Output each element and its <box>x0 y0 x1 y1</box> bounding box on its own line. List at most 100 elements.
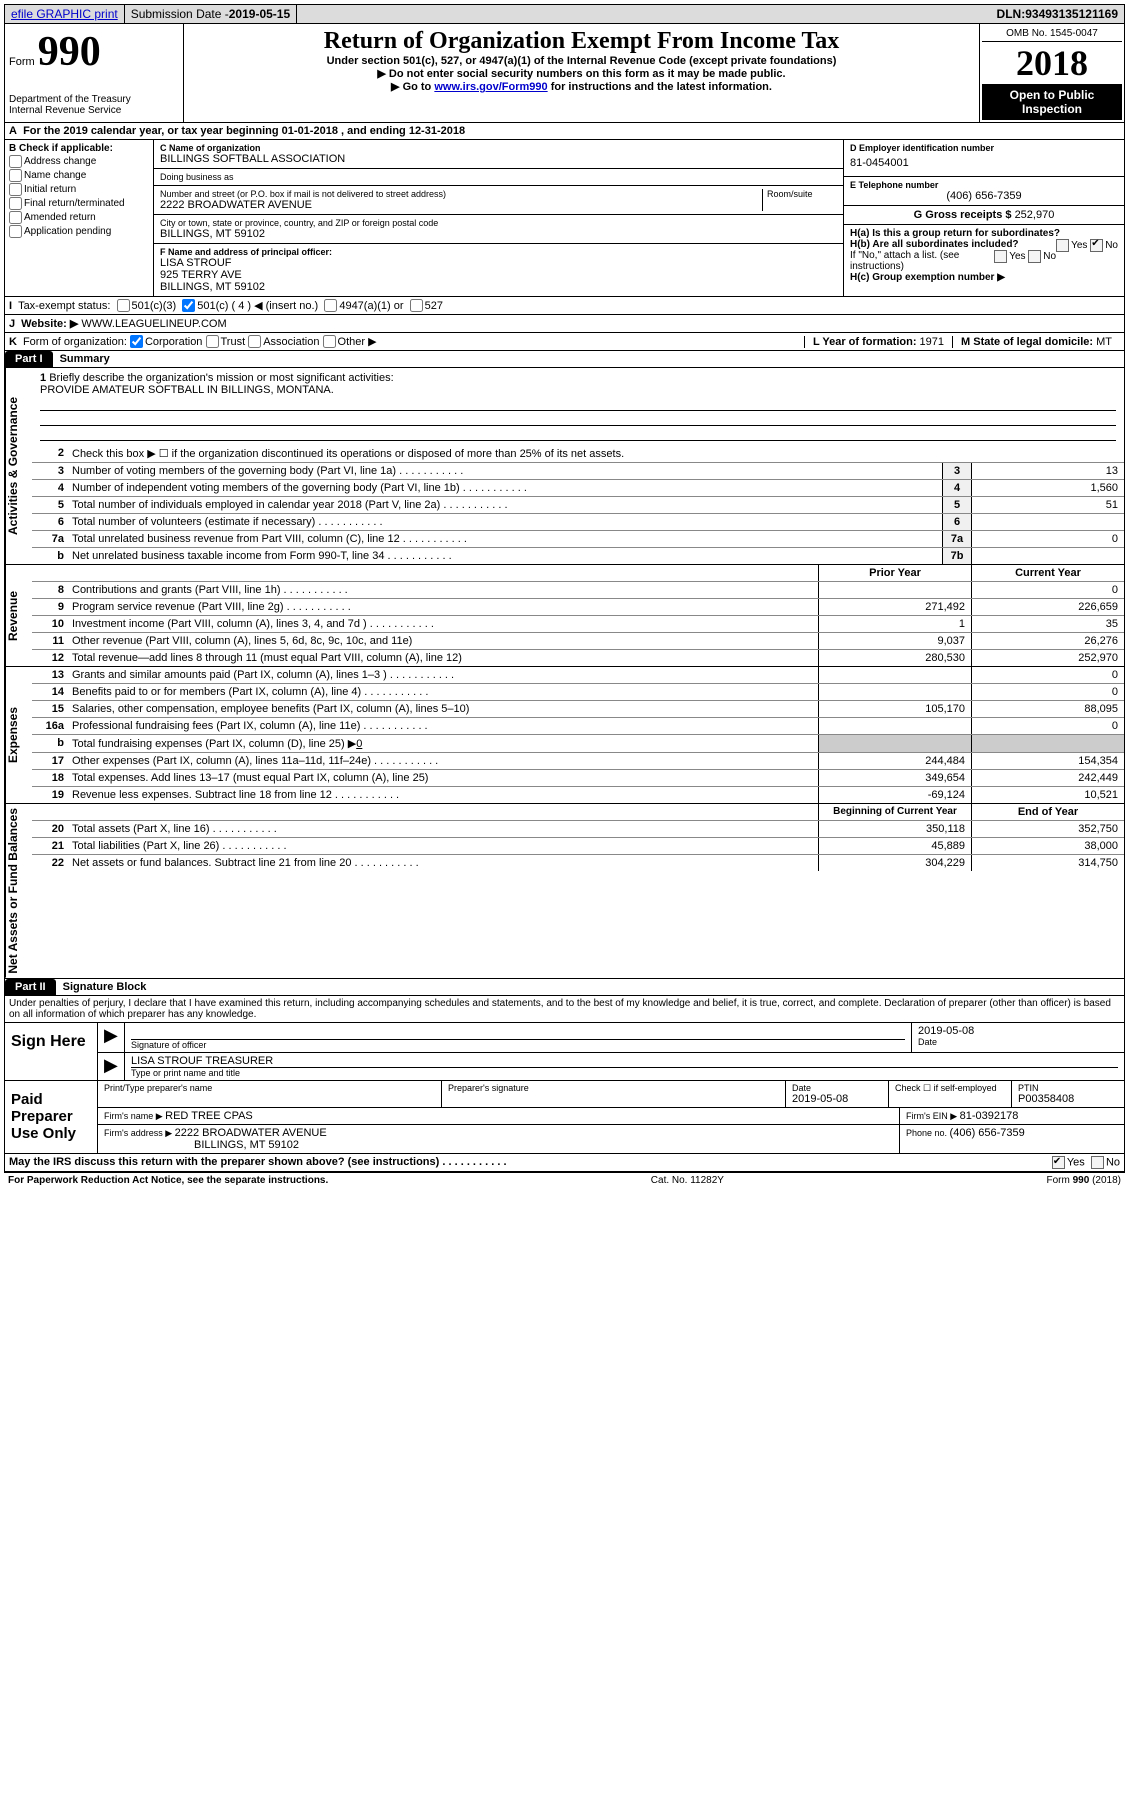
sig-date: 2019-05-08 <box>918 1025 1118 1037</box>
discuss-text: May the IRS discuss this return with the… <box>9 1156 507 1168</box>
footer-mid: Cat. No. 11282Y <box>651 1175 724 1186</box>
c22: 314,750 <box>971 855 1124 871</box>
efile-link[interactable]: efile GRAPHIC print <box>11 7 118 21</box>
hdr-prior: Prior Year <box>818 565 971 581</box>
sidebar-revenue: Revenue <box>5 565 32 666</box>
row-a: A For the 2019 calendar year, or tax yea… <box>4 123 1125 140</box>
title-cell: Return of Organization Exempt From Incom… <box>184 24 980 122</box>
p19: -69,124 <box>818 787 971 803</box>
l8-text: Contributions and grants (Part VIII, lin… <box>68 582 818 598</box>
c21: 38,000 <box>971 838 1124 854</box>
hb-note: If "No," attach a list. (see instruction… <box>850 250 1118 272</box>
discuss-no[interactable] <box>1091 1156 1104 1169</box>
prep-sig-label: Preparer's signature <box>448 1083 779 1093</box>
cb-501c3[interactable] <box>117 299 130 312</box>
cb-assoc[interactable] <box>248 335 261 348</box>
firm-name: RED TREE CPAS <box>165 1110 253 1122</box>
page-title: Return of Organization Exempt From Incom… <box>192 28 971 55</box>
p15: 105,170 <box>818 701 971 717</box>
l18-text: Total expenses. Add lines 13–17 (must eq… <box>68 770 818 786</box>
l9-text: Program service revenue (Part VIII, line… <box>68 599 818 615</box>
opt-501c3: 501(c)(3) <box>132 300 177 312</box>
c15: 88,095 <box>971 701 1124 717</box>
cb-other[interactable] <box>323 335 336 348</box>
dba-label: Doing business as <box>160 172 837 182</box>
dba-block: Doing business as <box>154 169 843 186</box>
l14-text: Benefits paid to or for members (Part IX… <box>68 684 818 700</box>
type-label: Type or print name and title <box>131 1068 1118 1078</box>
part-i-bar: Part I Summary <box>4 351 1125 368</box>
box-b-title: B Check if applicable: <box>9 143 149 154</box>
row-j-label: Website: ▶ <box>21 317 78 330</box>
officer-block: F Name and address of principal officer:… <box>154 244 843 296</box>
line-1: 1 Briefly describe the organization's mi… <box>32 368 1124 445</box>
submission-date: 2019-05-15 <box>229 7 290 21</box>
cb-initial-return[interactable]: Initial return <box>9 183 149 196</box>
date-label: Date <box>918 1037 1118 1047</box>
cb-corp[interactable] <box>130 335 143 348</box>
cb-amended-return[interactable]: Amended return <box>9 211 149 224</box>
cb-name-change[interactable]: Name change <box>9 169 149 182</box>
c18: 242,449 <box>971 770 1124 786</box>
gross-block: G Gross receipts $ 252,970 <box>844 206 1124 225</box>
p10: 1 <box>818 616 971 632</box>
p22: 304,229 <box>818 855 971 871</box>
ptin-label: PTIN <box>1018 1083 1118 1093</box>
expenses-block: Expenses 13Grants and similar amounts pa… <box>4 667 1125 804</box>
netassets-block: Net Assets or Fund Balances Beginning of… <box>4 804 1125 979</box>
firm-ein: 81-0392178 <box>960 1110 1019 1122</box>
discuss-row: May the IRS discuss this return with the… <box>4 1154 1125 1172</box>
phone-value: (406) 656-7359 <box>850 190 1118 202</box>
officer-addr1: 925 TERRY AVE <box>160 269 837 281</box>
cb-501c[interactable] <box>182 299 195 312</box>
l4-text: Number of independent voting members of … <box>68 480 942 496</box>
row-k: KForm of organization: Corporation Trust… <box>4 333 1125 351</box>
cb-application-pending[interactable]: Application pending <box>9 225 149 238</box>
c13: 0 <box>971 667 1124 683</box>
cb-trust[interactable] <box>206 335 219 348</box>
v5: 51 <box>971 497 1124 513</box>
opt-trust: Trust <box>221 336 246 348</box>
dln-label: DLN: <box>997 7 1026 21</box>
omb-label: OMB No. 1545-0047 <box>982 26 1122 42</box>
part-ii-bar: Part II Signature Block <box>4 979 1125 996</box>
part-ii-badge: Part II <box>5 979 56 995</box>
open-public-badge: Open to Public Inspection <box>982 84 1122 120</box>
l21-text: Total liabilities (Part X, line 26) <box>68 838 818 854</box>
cb-final-return[interactable]: Final return/terminated <box>9 197 149 210</box>
domicile-state: MT <box>1096 336 1112 348</box>
l6-text: Total number of volunteers (estimate if … <box>68 514 942 530</box>
sidebar-expenses: Expenses <box>5 667 32 803</box>
discuss-yes[interactable] <box>1052 1156 1065 1169</box>
p11: 9,037 <box>818 633 971 649</box>
cb-527[interactable] <box>410 299 423 312</box>
p21: 45,889 <box>818 838 971 854</box>
c20: 352,750 <box>971 821 1124 837</box>
c12: 252,970 <box>971 650 1124 666</box>
paid-preparer-label: Paid Preparer Use Only <box>5 1081 98 1153</box>
col-c: C Name of organization BILLINGS SOFTBALL… <box>154 140 844 296</box>
row-m: M State of legal domicile: MT <box>952 336 1120 348</box>
hdr-current: Current Year <box>971 565 1124 581</box>
l17-text: Other expenses (Part IX, column (A), lin… <box>68 753 818 769</box>
irs-label: Internal Revenue Service <box>9 105 179 116</box>
l7b-text: Net unrelated business taxable income fr… <box>68 548 942 564</box>
prep-name-label: Print/Type preparer's name <box>104 1083 435 1093</box>
self-employed-check[interactable]: Check ☐ if self-employed <box>889 1081 1012 1107</box>
l20-text: Total assets (Part X, line 16) <box>68 821 818 837</box>
v6 <box>971 514 1124 530</box>
form990-link[interactable]: www.irs.gov/Form990 <box>434 81 547 93</box>
cb-address-change[interactable]: Address change <box>9 155 149 168</box>
opt-assoc: Association <box>263 336 319 348</box>
efile-label[interactable]: efile GRAPHIC print <box>5 5 125 23</box>
form-small: Form <box>9 56 35 68</box>
v7b <box>971 548 1124 564</box>
c11: 26,276 <box>971 633 1124 649</box>
org-name: BILLINGS SOFTBALL ASSOCIATION <box>160 153 837 165</box>
p20: 350,118 <box>818 821 971 837</box>
c10: 35 <box>971 616 1124 632</box>
row-k-label: Form of organization: <box>23 336 127 348</box>
v4: 1,560 <box>971 480 1124 496</box>
p14 <box>818 684 971 700</box>
cb-4947[interactable] <box>324 299 337 312</box>
